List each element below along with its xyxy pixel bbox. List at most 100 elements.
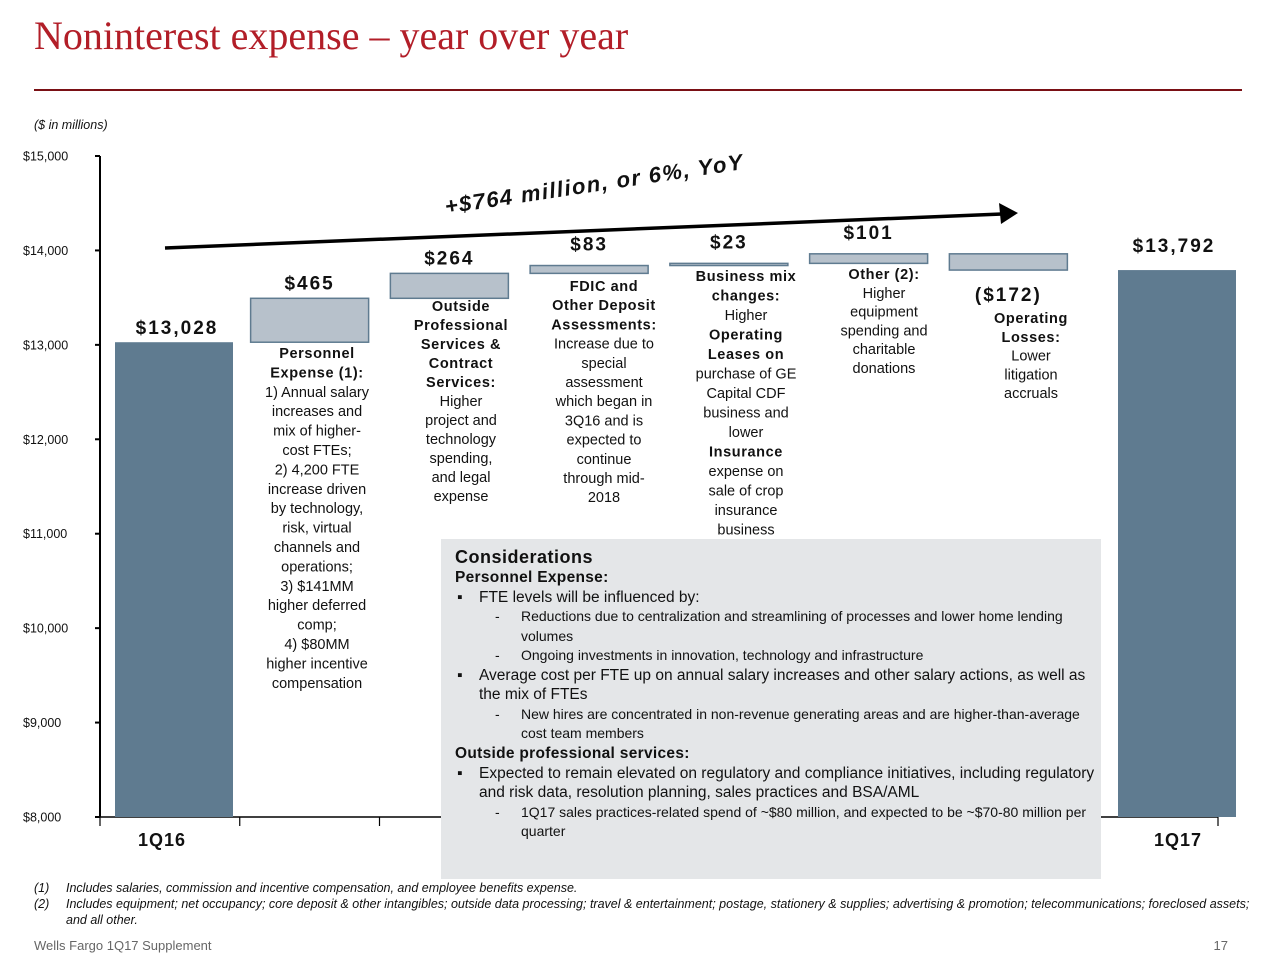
description-line: project and bbox=[425, 413, 497, 429]
description-line: changes: bbox=[712, 289, 780, 305]
description-line: Higher bbox=[725, 308, 768, 324]
description-line: Losses: bbox=[1002, 330, 1061, 346]
description-line: sale of crop bbox=[709, 484, 784, 500]
description-line: FDIC and bbox=[570, 279, 638, 295]
description-line: higher incentive bbox=[266, 656, 368, 672]
description-line: 2018 bbox=[588, 490, 620, 506]
description-line: channels and bbox=[274, 540, 360, 556]
data-label: $13,792 bbox=[1133, 236, 1216, 257]
description-line: Professional bbox=[414, 318, 508, 334]
description-line: 3) $141MM bbox=[280, 579, 353, 595]
description-line: increases and bbox=[272, 404, 362, 420]
description-line: expense bbox=[434, 489, 489, 505]
description-line: cost FTEs; bbox=[282, 443, 351, 459]
description-line: 3Q16 and is bbox=[565, 413, 643, 429]
description-line: spending and bbox=[840, 323, 927, 339]
description-line: expected to bbox=[567, 433, 642, 449]
personnel-heading: Personnel Expense: bbox=[455, 569, 609, 586]
page-number: 17 bbox=[1213, 938, 1228, 953]
description-line: comp; bbox=[297, 618, 337, 634]
description-line: assessment bbox=[565, 375, 642, 391]
yoy-arrow-line bbox=[164, 212, 1003, 250]
y-tick-label: $14,000 bbox=[23, 244, 68, 258]
footnote-2-text: Includes equipment; net occupancy; core … bbox=[66, 897, 1250, 927]
description-line: Services: bbox=[426, 375, 496, 391]
description-line: Leases on bbox=[708, 347, 784, 363]
bar-delta bbox=[669, 262, 789, 267]
sub-bullet-investments: Ongoing investments in innovation, techn… bbox=[455, 646, 1101, 666]
description-line: 1) Annual salary bbox=[265, 385, 370, 401]
footnote-1-number: (1) bbox=[34, 881, 50, 895]
description-line: lower bbox=[729, 425, 764, 441]
bar-total bbox=[115, 342, 233, 817]
description-line: charitable bbox=[853, 342, 916, 358]
description-line: 4) $80MM bbox=[284, 637, 349, 653]
description-line: which began in bbox=[555, 394, 653, 410]
description-line: operations; bbox=[281, 559, 353, 575]
description-line: donations bbox=[853, 361, 916, 377]
considerations-heading: Considerations bbox=[455, 547, 594, 567]
description-line: Lower bbox=[1011, 349, 1051, 365]
description-line: equipment bbox=[850, 305, 918, 321]
title-divider bbox=[34, 89, 1242, 91]
description-line: higher deferred bbox=[268, 598, 366, 614]
description-line: risk, virtual bbox=[282, 521, 351, 537]
description-line: business and bbox=[703, 406, 788, 422]
description-line: continue bbox=[577, 452, 632, 468]
description-line: insurance bbox=[715, 503, 778, 519]
bar-total bbox=[1118, 270, 1236, 817]
data-label: $101 bbox=[843, 223, 893, 244]
data-label: $264 bbox=[424, 248, 474, 269]
waterfall-chart: $8,000 $9,000 $10,000 $11,000 $12,000 $13,000… bbox=[23, 149, 1236, 850]
description-line: Insurance bbox=[709, 445, 783, 461]
description-line: Outside bbox=[432, 299, 490, 315]
description-line: litigation bbox=[1004, 367, 1057, 383]
y-tick-label: $8,000 bbox=[23, 811, 61, 825]
data-label: $23 bbox=[710, 232, 748, 253]
description-line: Other (2): bbox=[848, 267, 919, 283]
description-line: by technology, bbox=[271, 501, 363, 517]
y-tick-label: $15,000 bbox=[23, 150, 68, 164]
bullet-average-cost: Average cost per FTE up on annual salary… bbox=[455, 666, 1101, 705]
y-tick-label: $11,000 bbox=[23, 527, 67, 541]
bar-delta bbox=[389, 272, 510, 300]
bar-delta bbox=[808, 253, 929, 265]
units-note: ($ in millions) bbox=[34, 118, 108, 132]
description-line: mix of higher- bbox=[273, 424, 361, 440]
description-line: Personnel bbox=[279, 346, 355, 362]
x-category-label: 1Q17 bbox=[1154, 830, 1202, 850]
description-line: Increase due to bbox=[554, 337, 654, 353]
description-line: Higher bbox=[440, 394, 483, 410]
sub-bullet-new-hires: New hires are concentrated in non-revenu… bbox=[455, 705, 1101, 744]
data-label: $13,028 bbox=[136, 318, 219, 339]
page-title: Noninterest expense – year over year bbox=[34, 13, 629, 58]
yoy-annotation: +$764 million, or 6%, YoY bbox=[443, 149, 746, 219]
y-tick-label: $10,000 bbox=[23, 622, 68, 636]
description-line: technology bbox=[426, 432, 497, 448]
footnote-1: (1) Includes salaries, commission and in… bbox=[34, 880, 1254, 896]
footnotes: (1) Includes salaries, commission and in… bbox=[34, 880, 1254, 928]
bar-delta bbox=[529, 264, 649, 275]
description-line: Business mix bbox=[696, 269, 797, 285]
description-line: special bbox=[581, 356, 626, 372]
bar-delta bbox=[249, 297, 370, 343]
outside-services-heading: Outside professional services: bbox=[455, 744, 690, 762]
data-label: ($172) bbox=[975, 285, 1042, 306]
footnote-2: (2) Includes equipment; net occupancy; c… bbox=[34, 896, 1254, 928]
description-line: business bbox=[717, 523, 774, 539]
description-line: compensation bbox=[272, 676, 362, 692]
description-line: and legal bbox=[432, 470, 491, 486]
description-line: expense on bbox=[709, 464, 784, 480]
description-line: purchase of GE bbox=[696, 367, 797, 383]
bullet-fte-levels: FTE levels will be influenced by: bbox=[455, 588, 1101, 608]
description-line: through mid- bbox=[563, 471, 645, 487]
sub-bullet-reductions: Reductions due to centralization and str… bbox=[455, 607, 1101, 646]
footer-source: Wells Fargo 1Q17 Supplement bbox=[34, 938, 212, 953]
y-tick-label: $13,000 bbox=[23, 338, 68, 352]
description-line: Higher bbox=[863, 286, 906, 302]
description-line: Operating bbox=[994, 311, 1068, 327]
description-line: Assessments: bbox=[551, 317, 657, 333]
y-tick-label: $12,000 bbox=[23, 433, 68, 447]
bar-delta bbox=[948, 253, 1069, 271]
description-line: accruals bbox=[1004, 386, 1058, 402]
